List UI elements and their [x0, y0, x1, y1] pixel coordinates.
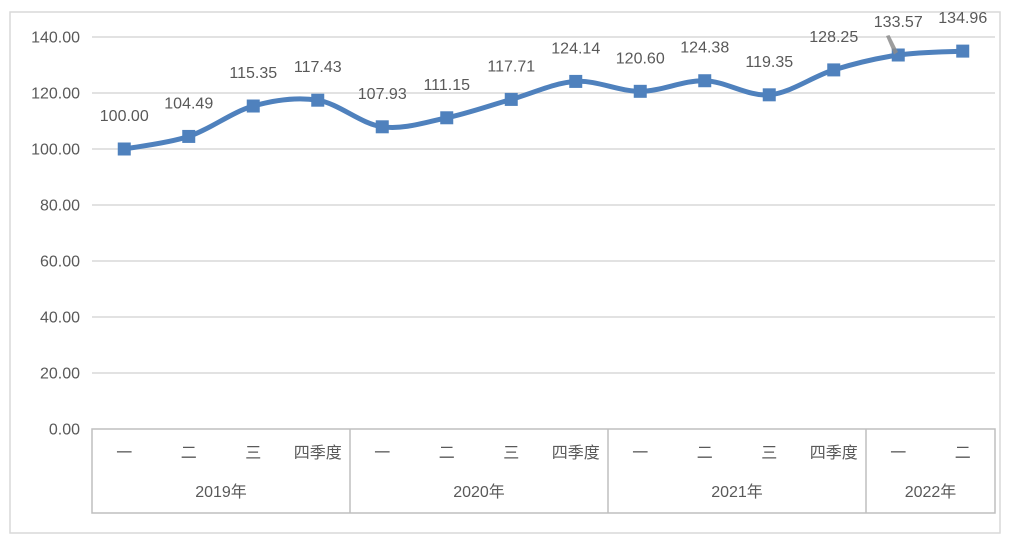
data-point-marker: [504, 92, 518, 106]
y-axis-tick-label: 60.00: [40, 254, 80, 271]
data-point-label: 115.35: [229, 65, 277, 82]
x-axis-quarter-label: 二: [955, 445, 971, 462]
x-axis-quarter-label: 三: [503, 445, 519, 462]
y-axis-tick-label: 100.00: [31, 142, 80, 159]
data-point-marker: [956, 44, 970, 58]
data-point-marker: [311, 93, 325, 107]
y-axis-tick-label: 20.00: [40, 366, 80, 383]
x-axis-quarter-label: 一: [374, 445, 390, 462]
x-axis-quarter-label: 四季度: [294, 444, 342, 462]
y-axis-tick-label: 140.00: [31, 30, 80, 47]
x-axis-quarter-label: 二: [697, 445, 713, 462]
data-point-marker: [633, 84, 647, 98]
x-axis-year-label: 2022年: [905, 483, 957, 501]
mouse-cursor-artifact: [886, 35, 898, 55]
y-axis-tick-label: 80.00: [40, 198, 80, 215]
x-axis-quarter-label: 二: [439, 445, 455, 462]
data-point-label: 107.93: [358, 86, 407, 103]
x-axis-quarter-label: 三: [245, 445, 261, 462]
data-point-label: 133.57: [874, 14, 923, 31]
data-point-marker: [375, 120, 389, 134]
data-point-label: 100.00: [100, 108, 149, 125]
x-axis-quarter-label: 二: [181, 445, 197, 462]
data-point-marker: [440, 111, 454, 125]
data-point-marker: [117, 142, 131, 156]
data-point-label: 119.35: [745, 54, 793, 71]
data-point-marker: [182, 129, 196, 143]
data-point-label: 124.38: [680, 40, 729, 57]
data-point-label: 120.60: [616, 50, 665, 67]
y-axis-tick-label: 0.00: [49, 422, 80, 439]
data-point-label: 117.71: [487, 58, 535, 75]
x-axis-quarter-label: 一: [116, 445, 132, 462]
x-axis-quarter-label: 三: [761, 445, 777, 462]
data-point-label: 128.25: [809, 29, 858, 46]
data-point-marker: [827, 63, 841, 77]
x-axis-year-label: 2020年: [453, 483, 505, 501]
x-axis-year-label: 2021年: [711, 483, 763, 501]
x-axis-quarter-label: 四季度: [810, 444, 858, 462]
data-point-label: 124.14: [551, 40, 600, 57]
x-axis-quarter-label: 一: [890, 445, 906, 462]
chart-outer-border: [9, 11, 1001, 534]
data-point-marker: [762, 88, 776, 102]
data-point-marker: [569, 74, 583, 88]
x-axis-quarter-label: 四季度: [552, 444, 600, 462]
data-point-label: 117.43: [294, 59, 342, 76]
data-point-label: 111.15: [423, 77, 470, 94]
category-axis-box: [91, 428, 996, 514]
data-point-label: 104.49: [164, 95, 213, 112]
x-axis-quarter-label: 一: [632, 445, 648, 462]
data-point-marker: [246, 99, 260, 113]
data-point-marker: [698, 74, 712, 88]
x-axis-year-label: 2019年: [195, 483, 247, 501]
y-axis-tick-label: 40.00: [40, 310, 80, 327]
data-point-label: 134.96: [938, 10, 987, 27]
y-axis-tick-label: 120.00: [31, 86, 80, 103]
